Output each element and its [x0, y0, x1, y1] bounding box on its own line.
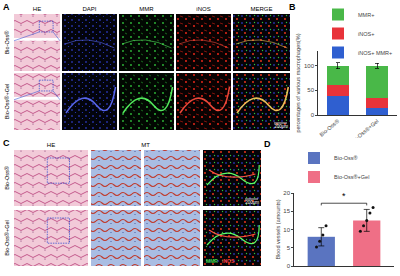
svg-text:15: 15 — [283, 208, 290, 214]
svg-text:5: 5 — [287, 245, 291, 251]
svg-text:Bio-Oss®+Gel: Bio-Oss®+Gel — [4, 84, 10, 119]
svg-text:50: 50 — [307, 87, 314, 93]
svg-text:200μm: 200μm — [245, 200, 259, 205]
svg-text:iNOS+ MMR+: iNOS+ MMR+ — [358, 50, 392, 56]
svg-text:DAPI: DAPI — [82, 6, 96, 12]
svg-text:Bio-Oss®+Gel: Bio-Oss®+Gel — [349, 118, 380, 138]
svg-text:D: D — [264, 139, 271, 149]
svg-text:MERGE: MERGE — [250, 6, 272, 12]
svg-text:Bio-Oss®+Gel: Bio-Oss®+Gel — [4, 220, 10, 255]
svg-text:MMR: MMR — [139, 6, 154, 12]
svg-text:MT: MT — [141, 142, 150, 148]
svg-text:B: B — [289, 2, 296, 12]
svg-text:Bio-Oss®+Gel: Bio-Oss®+Gel — [334, 174, 369, 180]
svg-text:A: A — [3, 2, 10, 12]
svg-text:HE: HE — [47, 142, 55, 148]
svg-text:Bio-Oss®: Bio-Oss® — [334, 155, 358, 161]
svg-text:percentages of various macroph: percentages of various macrophages(%) — [295, 33, 301, 132]
svg-text:MMR: MMR — [206, 258, 218, 264]
svg-text:HE: HE — [33, 6, 41, 12]
svg-text:200μm: 200μm — [274, 124, 288, 129]
svg-text:Bio-Oss®: Bio-Oss® — [4, 31, 10, 55]
svg-text:MMR+: MMR+ — [358, 12, 374, 18]
svg-text:Bio-Oss®: Bio-Oss® — [318, 118, 340, 138]
svg-text:Blood vessels (amounts): Blood vessels (amounts) — [275, 199, 281, 259]
svg-text:iNOS+: iNOS+ — [358, 31, 374, 37]
svg-text:20: 20 — [283, 190, 290, 196]
svg-text:100: 100 — [304, 63, 315, 69]
svg-text:C: C — [3, 138, 10, 148]
svg-text:*: * — [342, 191, 346, 201]
svg-text:iNOS: iNOS — [196, 6, 210, 12]
svg-text:0: 0 — [311, 112, 315, 118]
svg-text:10: 10 — [283, 227, 290, 233]
svg-text:iNOS: iNOS — [222, 258, 235, 264]
svg-text:0: 0 — [287, 263, 291, 269]
svg-text:Bio-Oss®: Bio-Oss® — [4, 166, 10, 190]
